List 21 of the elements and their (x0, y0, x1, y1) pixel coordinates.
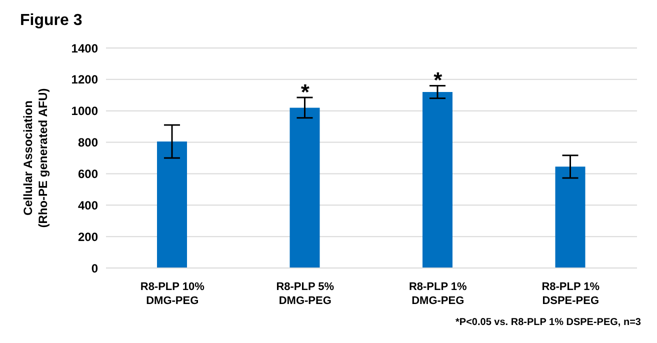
y-tick-label: 1400 (71, 41, 98, 56)
y-tick-label: 400 (78, 198, 98, 212)
x-tick-label: R8-PLP 1% DMG-PEG (408, 281, 468, 307)
y-tick-label: 800 (78, 136, 98, 150)
annotation: * (300, 80, 310, 104)
y-tick-label: 200 (78, 230, 98, 244)
bar (422, 92, 452, 268)
y-tick-label: 1000 (71, 104, 98, 118)
x-tick-label: R8-PLP 1% DSPE-PEG (542, 281, 600, 307)
x-tick-label: R8-PLP 5% DMG-PEG (276, 281, 334, 307)
chart-title: Figure 3 (20, 12, 82, 30)
x-tick-label: R8-PLP 10% DMG-PEG (140, 281, 205, 307)
bar (290, 108, 320, 268)
bar (555, 166, 586, 268)
y-tick-label: 1200 (71, 72, 98, 87)
bar (157, 142, 187, 268)
y-tick-label: 0 (91, 261, 98, 276)
text: *P<0.05 vs. R8-PLP 1% DSPE-PEG, n=3 (456, 317, 641, 328)
annotation: * (434, 68, 443, 93)
y-tick-label: 600 (78, 166, 98, 181)
y-axis-title: Cellular Association (Rho-PE generated AFU) (21, 88, 50, 228)
